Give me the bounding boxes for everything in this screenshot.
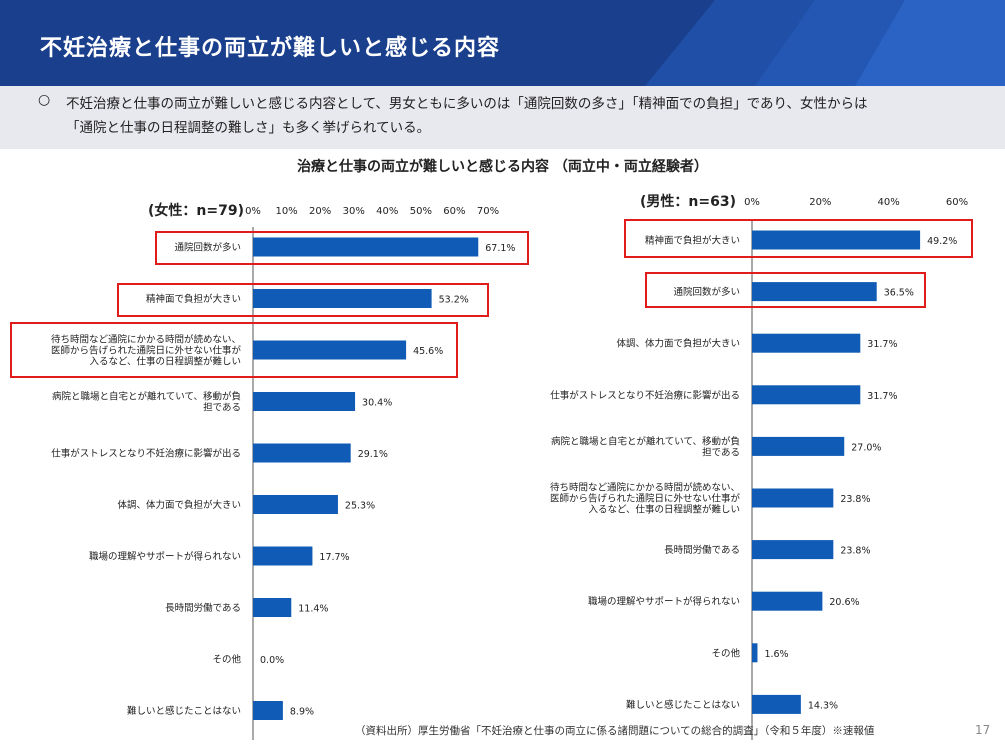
male-bar — [752, 694, 801, 714]
summary-box: ○ 不妊治療と仕事の両立が難しいと感じる内容として、男女ともに多いのは「通院回数… — [0, 86, 1005, 149]
female-category-label: 医師から告げられた通院日に外せない仕事が — [51, 345, 242, 357]
female-category-label: 難しいと感じたことはない — [127, 705, 241, 717]
male-bar — [752, 540, 834, 560]
male-bar — [752, 643, 758, 663]
male-value-label: 31.7% — [867, 339, 897, 350]
female-tick-label: 70% — [477, 206, 499, 217]
male-category-label: 難しいと感じたことはない — [626, 699, 740, 711]
female-category-label: 入るなど、仕事の日程調整が難しい — [89, 356, 241, 368]
male-category-label: 体調、体力面で負担が大きい — [616, 338, 740, 350]
female-value-label: 0.0% — [260, 655, 284, 666]
male-bar — [752, 436, 845, 456]
male-value-label: 36.5% — [884, 288, 914, 299]
female-value-label: 45.6% — [413, 346, 443, 357]
female-value-label: 25.3% — [345, 501, 375, 512]
female-category-label: 長時間労働である — [165, 602, 241, 614]
female-bar — [253, 289, 432, 308]
male-category-label: 職場の理解やサポートが得られない — [588, 596, 740, 608]
male-highlight-box — [645, 272, 926, 308]
female-bar — [253, 237, 479, 257]
summary-line-2: 「通院と仕事の日程調整の難しさ」も多く挙げられている。 — [66, 120, 431, 136]
female-category-label: 待ち時間など通院にかかる時間が読めない、 — [51, 334, 241, 346]
male-group-label: (男性：n=63) — [640, 193, 736, 210]
male-bar — [752, 591, 823, 611]
female-tick-label: 30% — [343, 206, 365, 217]
female-bar — [253, 701, 283, 720]
male-tick-label: 60% — [946, 197, 968, 208]
female-highlight-box — [117, 283, 489, 317]
female-category-label: 仕事がストレスとなり不妊治療に影響が出る — [51, 448, 241, 460]
female-value-label: 8.9% — [290, 707, 314, 718]
male-category-label: 病院と職場と自宅とが離れていて、移動が負 — [551, 435, 740, 447]
female-category-label: 体調、体力面で負担が大きい — [117, 499, 241, 511]
female-bar — [253, 443, 351, 463]
female-bar — [253, 546, 313, 566]
male-category-label: その他 — [711, 647, 740, 659]
female-value-label: 30.4% — [362, 398, 392, 409]
female-category-label: 病院と職場と自宅とが離れていて、移動が負 — [52, 391, 241, 403]
page-number: 17 — [975, 723, 991, 737]
male-bar — [752, 488, 834, 508]
male-value-label: 49.2% — [927, 236, 957, 247]
male-tick-label: 0% — [744, 197, 760, 208]
page-title: 不妊治療と仕事の両立が難しいと感じる内容 — [40, 36, 501, 61]
female-bar — [253, 392, 356, 411]
female-tick-label: 60% — [443, 206, 465, 217]
male-bar — [752, 385, 861, 405]
male-bar — [752, 230, 921, 250]
female-bar — [253, 340, 407, 360]
female-tick-label: 10% — [275, 206, 297, 217]
male-bar — [752, 282, 877, 302]
female-group-label: (女性：n=79) — [148, 202, 244, 219]
female-tick-label: 40% — [376, 206, 398, 217]
female-value-label: 29.1% — [358, 449, 388, 460]
male-category-label: 待ち時間など通院にかかる時間が読めない、 — [550, 482, 740, 494]
summary-line-1: 不妊治療と仕事の両立が難しいと感じる内容として、男女ともに多いのは「通院回数の多… — [66, 96, 868, 112]
male-value-label: 1.6% — [764, 649, 788, 660]
chart-title: 治療と仕事の両立が難しいと感じる内容 （両立中・両立経験者） — [297, 159, 708, 175]
male-category-label: 医師から告げられた通院日に外せない仕事が — [550, 493, 741, 505]
female-category-label: 精神面で負担が大きい — [146, 293, 241, 305]
female-value-label: 67.1% — [485, 243, 515, 254]
female-category-label: その他 — [212, 654, 241, 666]
male-value-label: 27.0% — [851, 442, 881, 453]
female-tick-label: 20% — [309, 206, 331, 217]
female-value-label: 17.7% — [319, 552, 349, 563]
female-category-label: 職場の理解やサポートが得られない — [89, 551, 241, 563]
female-value-label: 11.4% — [298, 604, 328, 615]
male-tick-label: 40% — [878, 197, 900, 208]
male-value-label: 31.7% — [867, 391, 897, 402]
female-tick-label: 0% — [245, 206, 261, 217]
female-tick-label: 50% — [410, 206, 432, 217]
female-highlight-box — [10, 322, 458, 378]
header-decoration — [645, 0, 1005, 86]
male-value-label: 20.6% — [829, 597, 859, 608]
female-value-label: 53.2% — [439, 295, 469, 306]
male-category-label: 担である — [702, 446, 740, 458]
source-note: （資料出所）厚生労働省「不妊治療と仕事の両立に係る諸問題についての総合的調査」（… — [355, 725, 875, 737]
male-value-label: 14.3% — [808, 700, 838, 711]
male-category-label: 通院回数が多い — [673, 286, 740, 298]
male-value-label: 23.8% — [840, 494, 870, 505]
male-bar — [752, 333, 861, 353]
male-tick-label: 20% — [809, 197, 831, 208]
male-category-label: 入るなど、仕事の日程調整が難しい — [588, 504, 740, 516]
male-value-label: 23.8% — [840, 546, 870, 557]
male-highlight-box — [624, 219, 973, 258]
male-category-label: 仕事がストレスとなり不妊治療に影響が出る — [550, 389, 740, 401]
female-category-label: 通院回数が多い — [174, 242, 241, 254]
male-category-label: 精神面で負担が大きい — [645, 235, 740, 247]
male-category-label: 長時間労働である — [664, 544, 740, 556]
female-category-label: 担である — [203, 402, 241, 414]
header-bar: 不妊治療と仕事の両立が難しいと感じる内容 — [0, 0, 1005, 86]
female-bar — [253, 495, 338, 514]
summary-bullet: ○ — [38, 92, 51, 108]
female-highlight-box — [155, 231, 529, 265]
female-bar — [253, 598, 292, 617]
